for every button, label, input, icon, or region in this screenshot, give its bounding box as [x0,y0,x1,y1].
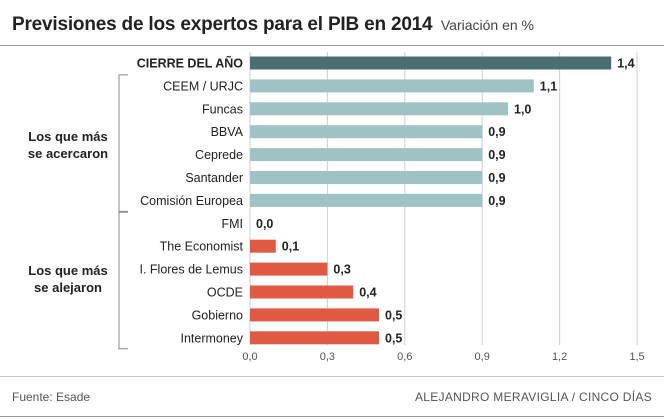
top-rule [0,45,664,46]
value-label: 0,5 [385,308,402,322]
bar [250,148,483,162]
category-label: CEEM / URJC [163,79,243,93]
bar [250,79,534,93]
tick-layer: 0,0 0,3 0,6 0,9 1,2 1,5 [242,351,644,363]
bar [250,262,328,276]
last-rule [0,416,664,417]
value-label: 1,4 [617,57,634,71]
value-label: 0,0 [256,217,273,231]
group-label-closer: Los que más se acercaron [27,129,109,161]
chart-subtitle: Variación en % [440,17,535,33]
group-label-further: Los que más se alejaron [28,263,108,295]
value-label: 0,9 [488,171,505,185]
category-label: OCDE [207,286,243,300]
category-label: The Economist [160,240,244,254]
category-label: Ceprede [195,148,243,162]
value-label: 0,1 [282,240,299,254]
x-tick-label: 0,3 [320,351,335,363]
value-label: 0,4 [359,286,376,300]
bracket-closer [118,74,128,212]
chart-title-row: Previsiones de los expertos para el PIB … [12,14,534,36]
chart-title: Previsiones de los expertos para el PIB … [12,14,433,35]
category-label: CIERRE DEL AÑO [137,56,244,71]
value-label: 0,9 [488,125,505,139]
bar [250,331,379,345]
category-label: BBVA [211,125,244,139]
bar [250,285,354,299]
x-tick-label: 1,2 [552,351,567,363]
value-label: 1,1 [540,79,557,93]
category-label: FMI [221,217,243,231]
value-label: 0,5 [385,331,402,345]
bar [250,239,276,253]
category-label: Intermoney [180,331,243,345]
x-tick-label: 1,5 [629,351,644,363]
credit-note: ALEJANDRO MERAVIGLIA / CINCO DÍAS [414,390,652,404]
bar [250,102,508,116]
bar [250,193,483,207]
bar [250,171,483,184]
bar [250,308,379,322]
bar [250,56,612,70]
value-label: 0,9 [488,148,505,162]
category-label: Comisión Europea [140,194,243,208]
bracket-further [118,211,128,350]
bar [250,125,483,139]
bottom-rule [0,376,664,377]
bar-layer [250,56,612,345]
category-label: Santander [185,171,243,185]
bracket-layer [118,74,128,350]
x-tick-label: 0,0 [242,351,257,363]
value-label: 0,3 [333,263,350,277]
category-label: Funcas [202,102,243,116]
label-layer: CIERRE DEL AÑO 1,4 CEEM / URJC 1,1 Funcas 1,0… [137,56,635,346]
source-note: Fuente: Esade [12,390,91,404]
x-tick-label: 0,6 [397,351,412,363]
category-label: I. Flores de Lemus [139,263,243,277]
value-label: 0,9 [488,194,505,208]
value-label: 1,0 [514,102,531,116]
category-label: Gobierno [192,308,243,322]
x-tick-label: 0,9 [475,351,490,363]
